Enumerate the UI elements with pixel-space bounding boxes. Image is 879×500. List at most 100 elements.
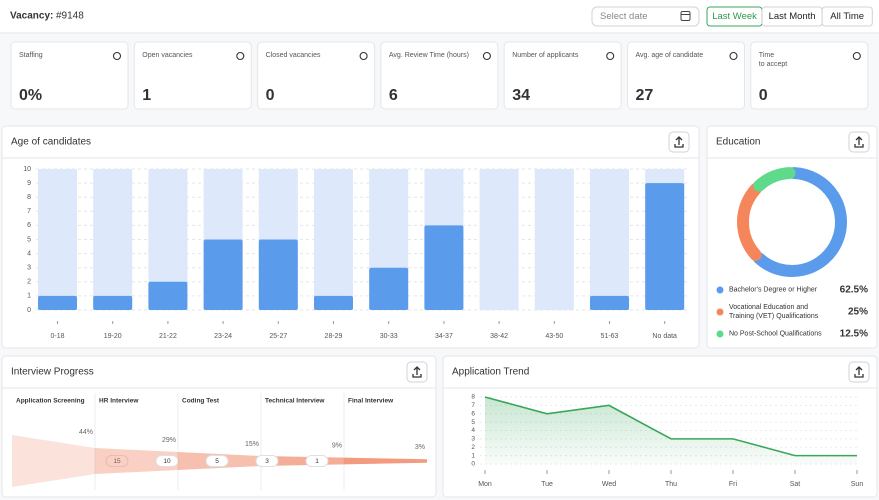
bar bbox=[424, 225, 464, 310]
export-icon bbox=[412, 366, 422, 378]
stage-name: HR Interview bbox=[99, 398, 139, 405]
funnel-percent: 9% bbox=[332, 442, 342, 449]
donut-segment bbox=[753, 167, 847, 277]
count-label: 15 bbox=[113, 458, 121, 465]
x-tick-label: 23-24 bbox=[214, 333, 232, 340]
kpi-label: Staffing bbox=[19, 52, 43, 59]
export-button[interactable] bbox=[406, 361, 428, 383]
kpi-card bbox=[627, 41, 745, 110]
kpi-label: Time to accept bbox=[758, 52, 788, 68]
legend-dot bbox=[716, 330, 724, 338]
kpi-value: 0 bbox=[266, 87, 275, 104]
kpi-label: Avg. Review Time (hours) bbox=[388, 52, 469, 59]
line bbox=[484, 396, 857, 457]
bar bbox=[93, 295, 133, 310]
x-tick-label: 21-22 bbox=[159, 333, 177, 340]
y-tick-label: 7 bbox=[471, 402, 475, 409]
export-icon bbox=[674, 136, 684, 148]
x-tick-label: 51-63 bbox=[601, 333, 619, 340]
bar bbox=[38, 295, 77, 310]
x-tick-label: Mon bbox=[478, 481, 492, 488]
y-tick-label: 6 bbox=[471, 410, 475, 417]
kpi-value: 1 bbox=[142, 87, 151, 104]
y-tick-label: 0 bbox=[27, 307, 31, 314]
stage-name: Coding Test bbox=[182, 398, 220, 405]
range-button[interactable]: Last Month bbox=[761, 6, 823, 27]
export-button[interactable] bbox=[848, 131, 870, 153]
funnel-segment bbox=[344, 457, 427, 465]
bar-track bbox=[314, 169, 353, 310]
bar bbox=[369, 267, 409, 310]
y-tick-label: 5 bbox=[471, 419, 475, 426]
x-tick-label: 25-27 bbox=[269, 333, 287, 340]
legend-label: Vocational Education and Training (VET) … bbox=[729, 304, 819, 320]
funnel-percent: 29% bbox=[162, 437, 176, 444]
vacancy-label: Vacancy: bbox=[10, 11, 53, 22]
export-icon bbox=[854, 136, 864, 148]
range-button-label: All Time bbox=[830, 11, 864, 22]
legend-label: No Post-School Qualifications bbox=[729, 330, 822, 338]
bar-track bbox=[38, 169, 77, 310]
chart-title: Application Trend bbox=[452, 367, 529, 378]
x-tick-label: 43-50 bbox=[545, 333, 563, 340]
date-picker[interactable] bbox=[591, 6, 700, 27]
legend-value: 12.5% bbox=[840, 329, 868, 340]
chart-title: Interview Progress bbox=[11, 367, 94, 378]
y-tick-label: 1 bbox=[471, 452, 475, 459]
funnel-percent: 15% bbox=[245, 441, 259, 448]
bar-track bbox=[479, 169, 519, 310]
x-tick-label: No data bbox=[652, 333, 677, 340]
legend-dot bbox=[716, 286, 724, 294]
legend-label: Bachelor's Degree or Higher bbox=[729, 286, 818, 294]
range-button[interactable]: Last Week bbox=[706, 6, 763, 27]
chart-title: Age of candidates bbox=[11, 137, 91, 148]
legend-value: 25% bbox=[848, 307, 868, 318]
export-button[interactable] bbox=[848, 361, 870, 383]
y-tick-label: 10 bbox=[23, 166, 31, 173]
kpi-label: Number of applicants bbox=[512, 52, 579, 59]
export-icon bbox=[854, 366, 864, 378]
vacancy-id: #9148 bbox=[56, 11, 84, 22]
kpi-value: 0% bbox=[19, 87, 42, 104]
x-tick-label: Thu bbox=[665, 481, 677, 488]
funnel-segment bbox=[12, 435, 95, 487]
bar-track bbox=[590, 169, 629, 310]
range-button[interactable]: All Time bbox=[821, 6, 873, 27]
legend-value: 62.5% bbox=[840, 285, 868, 296]
x-tick-label: 38-42 bbox=[490, 333, 508, 340]
kpi-card bbox=[10, 41, 129, 110]
kpi-card bbox=[257, 41, 376, 110]
x-tick-label: 0-18 bbox=[50, 333, 64, 340]
count-badge bbox=[255, 455, 279, 467]
kpi-label: Open vacancies bbox=[142, 52, 193, 59]
kpi-card bbox=[750, 41, 869, 110]
x-tick-label: Fri bbox=[729, 481, 738, 488]
bar bbox=[148, 281, 188, 310]
x-tick-label: Wed bbox=[602, 481, 616, 488]
date-placeholder: Select date bbox=[600, 11, 648, 22]
y-tick-label: 4 bbox=[471, 427, 475, 434]
stage-name: Technical Interview bbox=[265, 398, 325, 405]
funnel-percent: 3% bbox=[415, 444, 425, 451]
kpi-label: Closed vacancies bbox=[265, 52, 321, 59]
kpi-value: 34 bbox=[512, 87, 530, 104]
x-tick-label: 28-29 bbox=[325, 333, 343, 340]
kpi-icon bbox=[236, 51, 245, 61]
kpi-icon bbox=[729, 51, 738, 61]
kpi-icon bbox=[482, 51, 491, 61]
bar bbox=[314, 295, 353, 310]
export-button[interactable] bbox=[668, 131, 690, 153]
chart-title: Education bbox=[716, 137, 760, 148]
funnel-percent: 44% bbox=[79, 429, 93, 436]
y-tick-label: 3 bbox=[27, 265, 31, 272]
y-tick-label: 9 bbox=[27, 180, 31, 187]
y-tick-label: 1 bbox=[27, 293, 31, 300]
x-tick-label: 34-37 bbox=[435, 333, 453, 340]
bar-track bbox=[534, 169, 574, 310]
kpi-value: 27 bbox=[636, 87, 654, 104]
stage-name: Application Screening bbox=[16, 398, 85, 405]
range-button-label: Last Month bbox=[769, 11, 816, 22]
kpi-icon bbox=[112, 51, 122, 61]
